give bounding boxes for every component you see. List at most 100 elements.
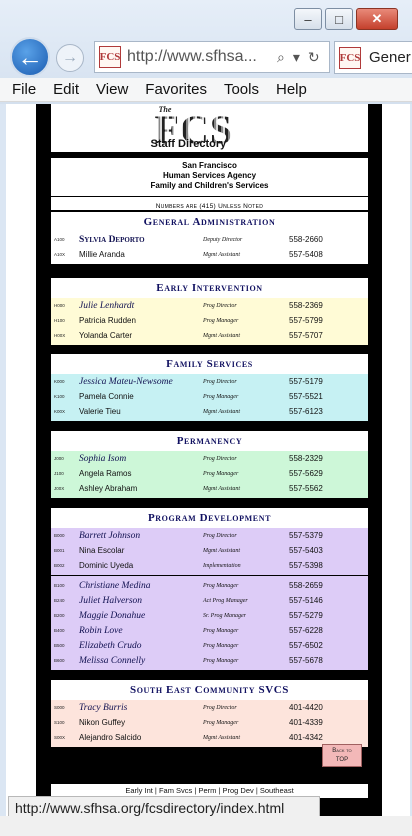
dropdown-arrow-icon[interactable]: ▾ <box>292 48 300 65</box>
menu-edit[interactable]: Edit <box>53 81 80 98</box>
staff-phone[interactable]: 557-5279 <box>289 611 323 620</box>
staff-row: K000 Jessica Mateu-Newsome Prog Director 55… <box>51 374 368 389</box>
url-text[interactable]: http://www.sfhsa... <box>127 48 257 65</box>
staff-title: Act Prog Manager <box>203 597 248 604</box>
staff-row: B100 Christiane Medina Prog Manager 558-265… <box>51 578 368 593</box>
back-button[interactable]: ← <box>10 37 50 77</box>
staff-title: Prog Director <box>203 378 237 385</box>
staff-phone[interactable]: 557-5179 <box>289 377 323 386</box>
staff-phone[interactable]: 557-5521 <box>289 392 323 401</box>
staff-code: J00X <box>54 486 65 491</box>
directory-subsection: B100 Christiane Medina Prog Manager 558-265… <box>51 576 368 670</box>
staff-phone[interactable]: 558-2329 <box>289 454 323 463</box>
search-icon[interactable]: ⌕ <box>277 48 285 65</box>
footer-link[interactable]: Southeast <box>259 786 294 795</box>
staff-phone[interactable]: 557-5629 <box>289 469 323 478</box>
staff-phone[interactable]: 557-5398 <box>289 561 323 570</box>
staff-phone[interactable]: 557-5403 <box>289 546 323 555</box>
staff-row: B500 Elizabeth Crudo Prog Manager 557-6502 <box>51 638 368 653</box>
staff-name: Dominic Uyeda <box>79 561 134 570</box>
staff-code: J000 <box>54 456 64 461</box>
staff-name: Jessica Mateu-Newsome <box>79 376 173 387</box>
staff-phone[interactable]: 557-6123 <box>289 407 323 416</box>
section-title: South East Community SVCS <box>51 680 368 700</box>
menu-view[interactable]: View <box>96 81 129 98</box>
staff-name: Nikon Guffey <box>79 718 126 727</box>
footer-nav: Early Int | Fam Svcs | Perm | Prog Dev |… <box>51 784 368 798</box>
staff-row: S100 Nikon Guffey Prog Manager 401-4339 <box>51 715 368 730</box>
back-to-top-button[interactable]: Back to TOP <box>322 744 362 767</box>
footer-link[interactable]: Perm <box>198 786 217 795</box>
back-to-top-line2: TOP <box>335 757 349 763</box>
staff-title: Mgmt Assistant <box>203 408 241 415</box>
close-button[interactable]: ✕ <box>356 8 398 30</box>
staff-name: Christiane Medina <box>79 580 151 591</box>
footer-separator: | <box>192 786 199 795</box>
staff-phone[interactable]: 557-6502 <box>289 641 323 650</box>
agency-line-3: Family and Children's Services <box>150 181 269 190</box>
staff-phone[interactable]: 558-2660 <box>289 235 323 244</box>
staff-row: B200 Maggie Donahue Sr. Prog Manager 557-52… <box>51 608 368 623</box>
staff-phone[interactable]: 401-4420 <box>289 703 323 712</box>
footer-link[interactable]: Prog Dev <box>222 786 254 795</box>
window-controls: – □ ✕ <box>291 8 398 30</box>
section-title: Family Services <box>51 354 368 374</box>
footer-link[interactable]: Early Int <box>125 786 153 795</box>
staff-name: Nina Escolar <box>79 546 125 555</box>
staff-row: B000 Barrett Johnson Prog Director 557-5379 <box>51 528 368 543</box>
staff-code: B400 <box>54 628 65 633</box>
logo-banner: FCS The Staff Directory <box>51 104 368 152</box>
staff-phone[interactable]: 558-2659 <box>289 581 323 590</box>
menu-bar: File Edit View Favorites Tools Help <box>0 78 412 102</box>
staff-phone[interactable]: 557-5562 <box>289 484 323 493</box>
staff-title: Prog Manager <box>203 719 239 726</box>
footer-link[interactable]: Fam Svcs <box>158 786 193 795</box>
staff-phone[interactable]: 557-5707 <box>289 331 323 340</box>
staff-phone[interactable]: 401-4339 <box>289 718 323 727</box>
staff-phone[interactable]: 557-5799 <box>289 316 323 325</box>
staff-phone[interactable]: 557-5678 <box>289 656 323 665</box>
staff-phone[interactable]: 558-2369 <box>289 301 323 310</box>
staff-phone[interactable]: 557-6228 <box>289 626 323 635</box>
site-favicon-icon: FCS <box>99 46 121 68</box>
staff-name: Sophia Isom <box>79 453 127 464</box>
staff-code: A10X <box>54 252 66 257</box>
staff-name: Tracy Burris <box>79 702 128 713</box>
logo-fcs-text: FCS <box>154 107 234 152</box>
staff-name: Juliet Halverson <box>79 595 143 606</box>
staff-title: Deputy Director <box>203 236 243 243</box>
footer-separator: | <box>216 786 223 795</box>
footer-separator: | <box>152 786 159 795</box>
staff-phone[interactable]: 401-4342 <box>289 733 323 742</box>
staff-phone[interactable]: 557-5408 <box>289 250 323 259</box>
browser-tab[interactable]: FCS Gener <box>334 41 412 74</box>
minimize-button[interactable]: – <box>294 8 322 30</box>
address-bar[interactable]: FCS http://www.sfhsa... ⌕ ▾ ↻ <box>94 41 330 73</box>
staff-code: A100 <box>54 237 65 242</box>
staff-phone[interactable]: 557-5146 <box>289 596 323 605</box>
menu-tools[interactable]: Tools <box>223 81 259 98</box>
back-to-top-line1: Back to <box>332 748 352 754</box>
staff-name: Valerie Tieu <box>79 407 121 416</box>
refresh-icon[interactable]: ↻ <box>307 48 320 65</box>
staff-title: Mgmt Assistant <box>203 251 241 258</box>
staff-title: Prog Director <box>203 704 237 711</box>
staff-name: Maggie Donahue <box>79 610 146 621</box>
menu-favorites[interactable]: Favorites <box>145 81 207 98</box>
staff-code: S000 <box>54 705 65 710</box>
staff-code: J100 <box>54 471 64 476</box>
menu-help[interactable]: Help <box>276 81 307 98</box>
staff-title: Implementation <box>203 562 241 569</box>
section-title: Early Intervention <box>51 278 368 298</box>
staff-title: Prog Manager <box>203 470 239 477</box>
staff-row: A10X Millie Aranda Mgmt Assistant 557-5408 <box>51 247 368 262</box>
menu-file[interactable]: File <box>12 81 37 98</box>
staff-phone[interactable]: 557-5379 <box>289 531 323 540</box>
maximize-button[interactable]: □ <box>325 8 353 30</box>
staff-row: K00X Valerie Tieu Mgmt Assistant 557-6123 <box>51 404 368 419</box>
staff-code: H100 <box>54 318 65 323</box>
staff-title: Sr. Prog Manager <box>203 612 246 619</box>
directory-section: Early Intervention H000 Julie Lenhardt Prog… <box>51 278 368 345</box>
footer-separator: | <box>253 786 260 795</box>
forward-button[interactable]: → <box>56 44 84 72</box>
